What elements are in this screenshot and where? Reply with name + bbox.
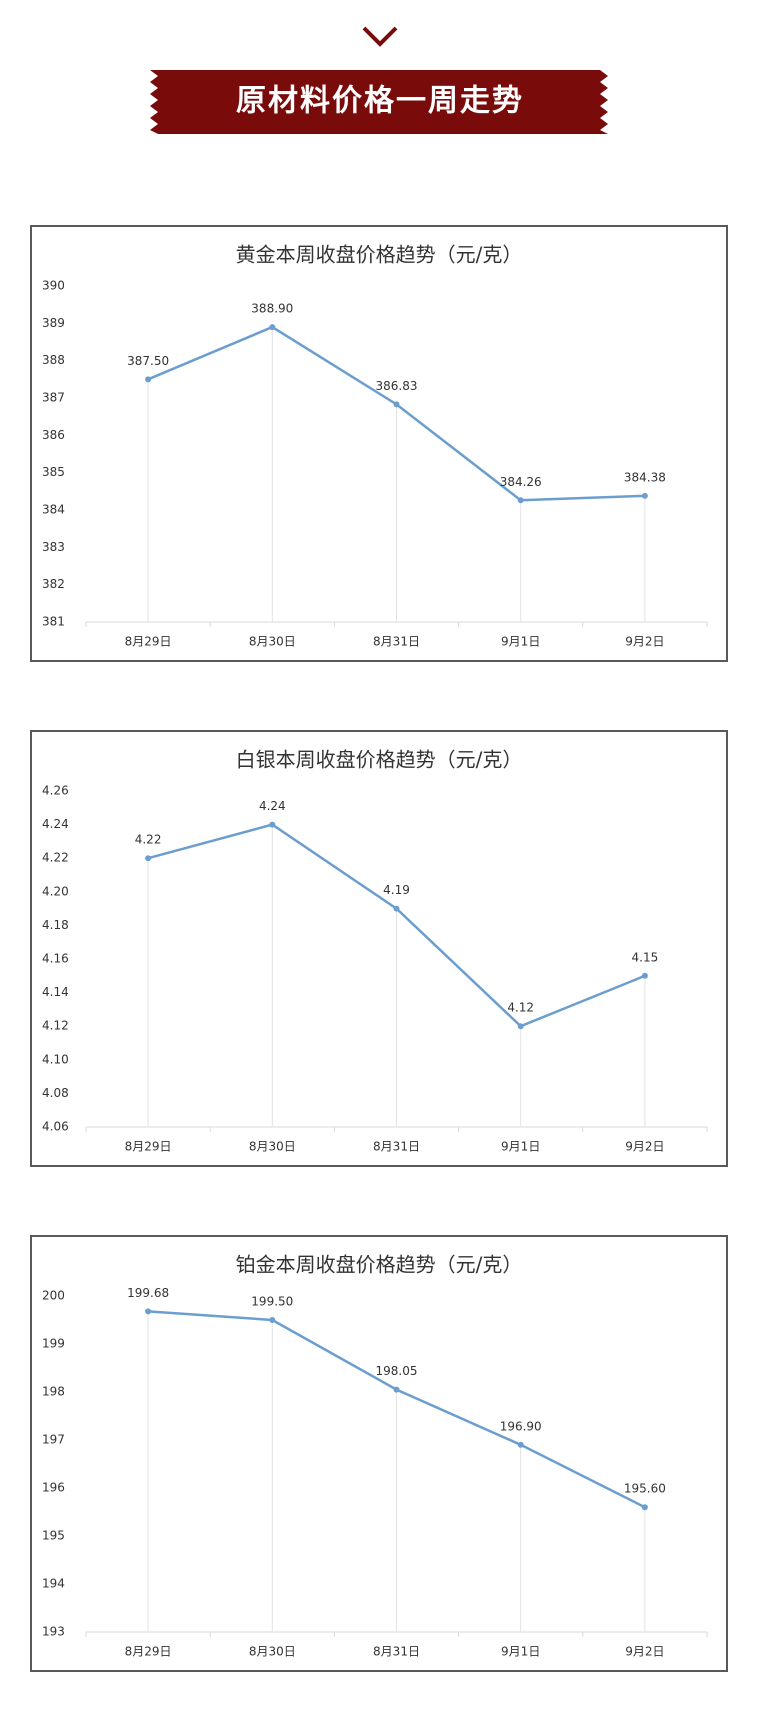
y-tick-label: 197 (42, 1433, 65, 1447)
data-point (145, 1308, 152, 1315)
data-label: 388.90 (251, 302, 293, 316)
y-tick-label: 4.22 (42, 851, 69, 865)
y-tick-label: 382 (42, 577, 65, 591)
y-tick-label: 385 (42, 465, 65, 479)
data-point (641, 1504, 648, 1511)
y-tick-label: 4.12 (42, 1019, 69, 1033)
data-label: 384.38 (624, 470, 666, 484)
x-tick-label: 8月29日 (125, 635, 172, 649)
x-tick-label: 9月2日 (625, 1645, 664, 1659)
chart-title: 黄金本周收盘价格趋势（元/克） (236, 243, 523, 267)
x-tick-label: 9月1日 (501, 1645, 540, 1659)
y-tick-label: 390 (42, 279, 65, 293)
x-tick-label: 8月30日 (249, 1645, 296, 1659)
y-tick-label: 196 (42, 1481, 65, 1495)
data-label: 199.68 (127, 1286, 169, 1300)
y-tick-label: 383 (42, 540, 65, 554)
y-tick-label: 4.24 (42, 817, 69, 831)
data-point (517, 1023, 524, 1030)
data-label: 196.90 (500, 1419, 542, 1433)
y-tick-label: 4.16 (42, 952, 69, 966)
data-point (393, 905, 400, 912)
y-tick-label: 384 (42, 503, 65, 517)
data-label: 199.50 (251, 1295, 293, 1309)
x-tick-label: 8月31日 (373, 1645, 420, 1659)
x-tick-label: 9月1日 (501, 1140, 540, 1154)
data-point (641, 972, 648, 979)
y-tick-label: 198 (42, 1385, 65, 1399)
data-label: 386.83 (376, 379, 418, 393)
data-point (393, 401, 400, 408)
data-label: 4.24 (259, 799, 286, 813)
chevron-icon (362, 26, 398, 47)
y-tick-label: 4.06 (42, 1120, 69, 1134)
data-point (641, 492, 648, 499)
y-tick-label: 4.26 (42, 784, 69, 798)
x-tick-label: 8月29日 (125, 1140, 172, 1154)
data-point (393, 1386, 400, 1393)
chart-frame (30, 225, 728, 662)
chart-title: 白银本周收盘价格趋势（元/克） (236, 748, 523, 772)
y-tick-label: 388 (42, 353, 65, 367)
chart-frame (30, 1235, 728, 1672)
x-tick-label: 8月29日 (125, 1645, 172, 1659)
x-tick-label: 8月31日 (373, 1140, 420, 1154)
x-tick-label: 9月2日 (625, 1140, 664, 1154)
data-label: 4.15 (632, 950, 659, 964)
chart-frame (30, 730, 728, 1167)
y-tick-label: 199 (42, 1337, 65, 1351)
y-tick-label: 195 (42, 1529, 65, 1543)
y-tick-label: 386 (42, 428, 65, 442)
data-point (145, 376, 152, 383)
data-label: 4.22 (135, 833, 162, 847)
y-tick-label: 4.20 (42, 884, 69, 898)
x-tick-label: 9月1日 (501, 635, 540, 649)
chart: 黄金本周收盘价格趋势（元/克） 381 382 383 384 385 386 387 388 3… (30, 225, 728, 662)
title-banner (150, 70, 608, 134)
data-point (269, 324, 276, 331)
y-tick-label: 200 (42, 1289, 65, 1303)
data-label: 4.12 (507, 1001, 534, 1015)
y-tick-label: 387 (42, 391, 65, 405)
y-tick-label: 193 (42, 1625, 65, 1639)
y-tick-label: 4.08 (42, 1086, 69, 1100)
y-tick-label: 389 (42, 316, 65, 330)
data-point (145, 855, 152, 862)
data-label: 4.19 (383, 883, 410, 897)
data-point (269, 821, 276, 828)
y-tick-label: 381 (42, 615, 65, 629)
data-point (517, 1441, 524, 1448)
chart-title: 铂金本周收盘价格趋势（元/克） (236, 1253, 523, 1277)
data-label: 384.26 (500, 475, 542, 489)
x-tick-label: 8月30日 (249, 1140, 296, 1154)
page-title: 原材料价格一周走势 (236, 84, 524, 119)
chart: 白银本周收盘价格趋势（元/克） 4.06 4.08 4.10 4.12 4.14 4.16 4… (30, 730, 728, 1167)
x-tick-label: 8月30日 (249, 635, 296, 649)
data-label: 195.60 (624, 1482, 666, 1496)
data-label: 198.05 (376, 1364, 418, 1378)
x-tick-label: 8月31日 (373, 635, 420, 649)
y-tick-label: 194 (42, 1577, 65, 1591)
data-label: 387.50 (127, 354, 169, 368)
chart: 铂金本周收盘价格趋势（元/克） 193 194 195 196 197 198 199 200 8… (30, 1235, 728, 1672)
y-tick-label: 4.14 (42, 985, 69, 999)
data-point (269, 1317, 276, 1323)
x-tick-label: 9月2日 (625, 635, 664, 649)
y-tick-label: 4.10 (42, 1052, 69, 1066)
y-tick-label: 4.18 (42, 918, 69, 932)
data-point (517, 497, 524, 504)
